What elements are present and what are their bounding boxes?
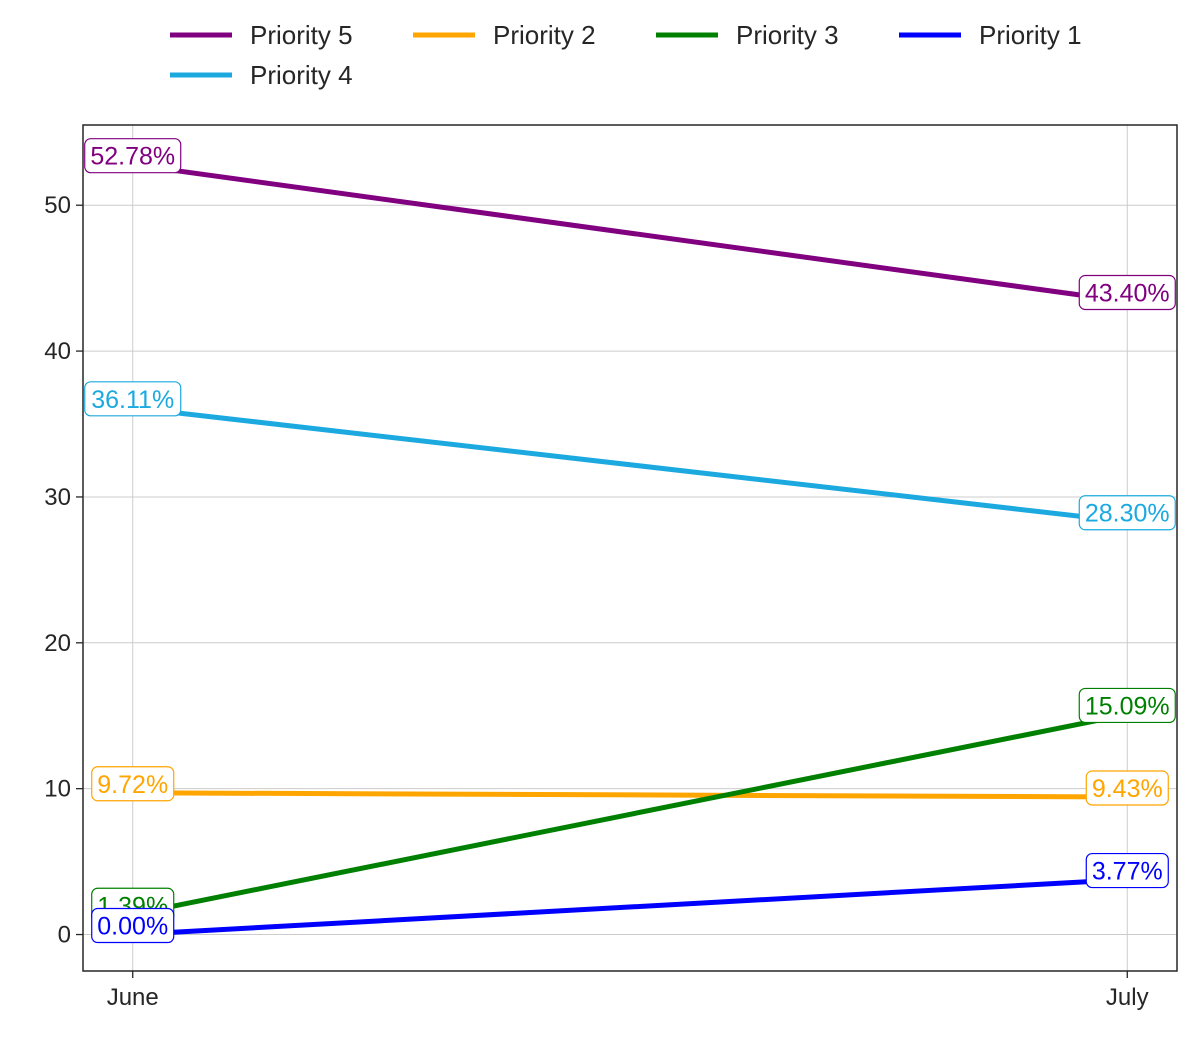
data-label: 3.77% bbox=[1085, 852, 1169, 889]
legend-label: Priority 1 bbox=[979, 20, 1082, 50]
legend-item: Priority 4 bbox=[170, 60, 353, 90]
data-label-text: 28.30% bbox=[1085, 500, 1170, 528]
y-tick-label: 10 bbox=[44, 776, 71, 803]
data-label-text: 3.77% bbox=[1092, 858, 1163, 886]
series-lines bbox=[132, 162, 1128, 937]
data-label-text: 9.43% bbox=[1092, 775, 1163, 803]
legend-item: Priority 3 bbox=[656, 20, 839, 50]
series-line bbox=[132, 405, 1128, 525]
y-tick-label: 20 bbox=[44, 630, 71, 657]
series-line bbox=[132, 790, 1128, 800]
data-label: 9.43% bbox=[1085, 770, 1169, 806]
legend-item: Priority 1 bbox=[899, 20, 1082, 50]
data-label-text: 36.11% bbox=[91, 386, 174, 414]
series-line bbox=[132, 877, 1128, 937]
data-label-text: 9.72% bbox=[97, 771, 168, 799]
y-tick-label: 0 bbox=[58, 922, 71, 949]
data-label-text: 0.00% bbox=[97, 913, 168, 941]
data-label: 52.78% bbox=[84, 138, 182, 174]
series-line bbox=[132, 711, 1128, 917]
data-label: 9.72% bbox=[91, 766, 175, 802]
legend-item: Priority 2 bbox=[413, 20, 596, 50]
plot-frame bbox=[82, 124, 1178, 972]
data-labels: 52.78%43.40%9.72% 9.43%1.39%15.09%0.00%3.… bbox=[84, 138, 1176, 944]
data-label: 0.00% bbox=[91, 907, 175, 944]
x-tick-label: July bbox=[1106, 984, 1149, 1011]
legend-label: Priority 5 bbox=[250, 20, 353, 50]
legend-label: Priority 4 bbox=[250, 60, 353, 90]
legend-label: Priority 2 bbox=[493, 20, 596, 50]
data-label-text: 15.09% bbox=[1085, 692, 1170, 720]
data-label: 36.11% bbox=[84, 381, 182, 417]
data-label: 15.09% bbox=[1078, 687, 1176, 724]
data-label-text: 52.78% bbox=[90, 143, 175, 171]
legend-label: Priority 3 bbox=[736, 20, 839, 50]
legend: Priority 5 Priority 2 Priority 3 Priority 1… bbox=[170, 20, 1082, 90]
y-tick-label: 50 bbox=[44, 192, 71, 219]
grid-lines bbox=[83, 125, 1177, 971]
x-tick-label: June bbox=[107, 984, 159, 1011]
axes: 0 10 20 30 40 50 June July bbox=[44, 192, 1148, 1011]
legend-item: Priority 5 bbox=[170, 20, 353, 50]
data-label-text: 43.40% bbox=[1085, 279, 1170, 307]
series-line bbox=[132, 162, 1128, 304]
data-label: 28.30% bbox=[1078, 495, 1176, 531]
y-tick-label: 40 bbox=[44, 338, 71, 365]
y-tick-label: 30 bbox=[44, 484, 71, 511]
data-label: 43.40% bbox=[1078, 274, 1176, 311]
